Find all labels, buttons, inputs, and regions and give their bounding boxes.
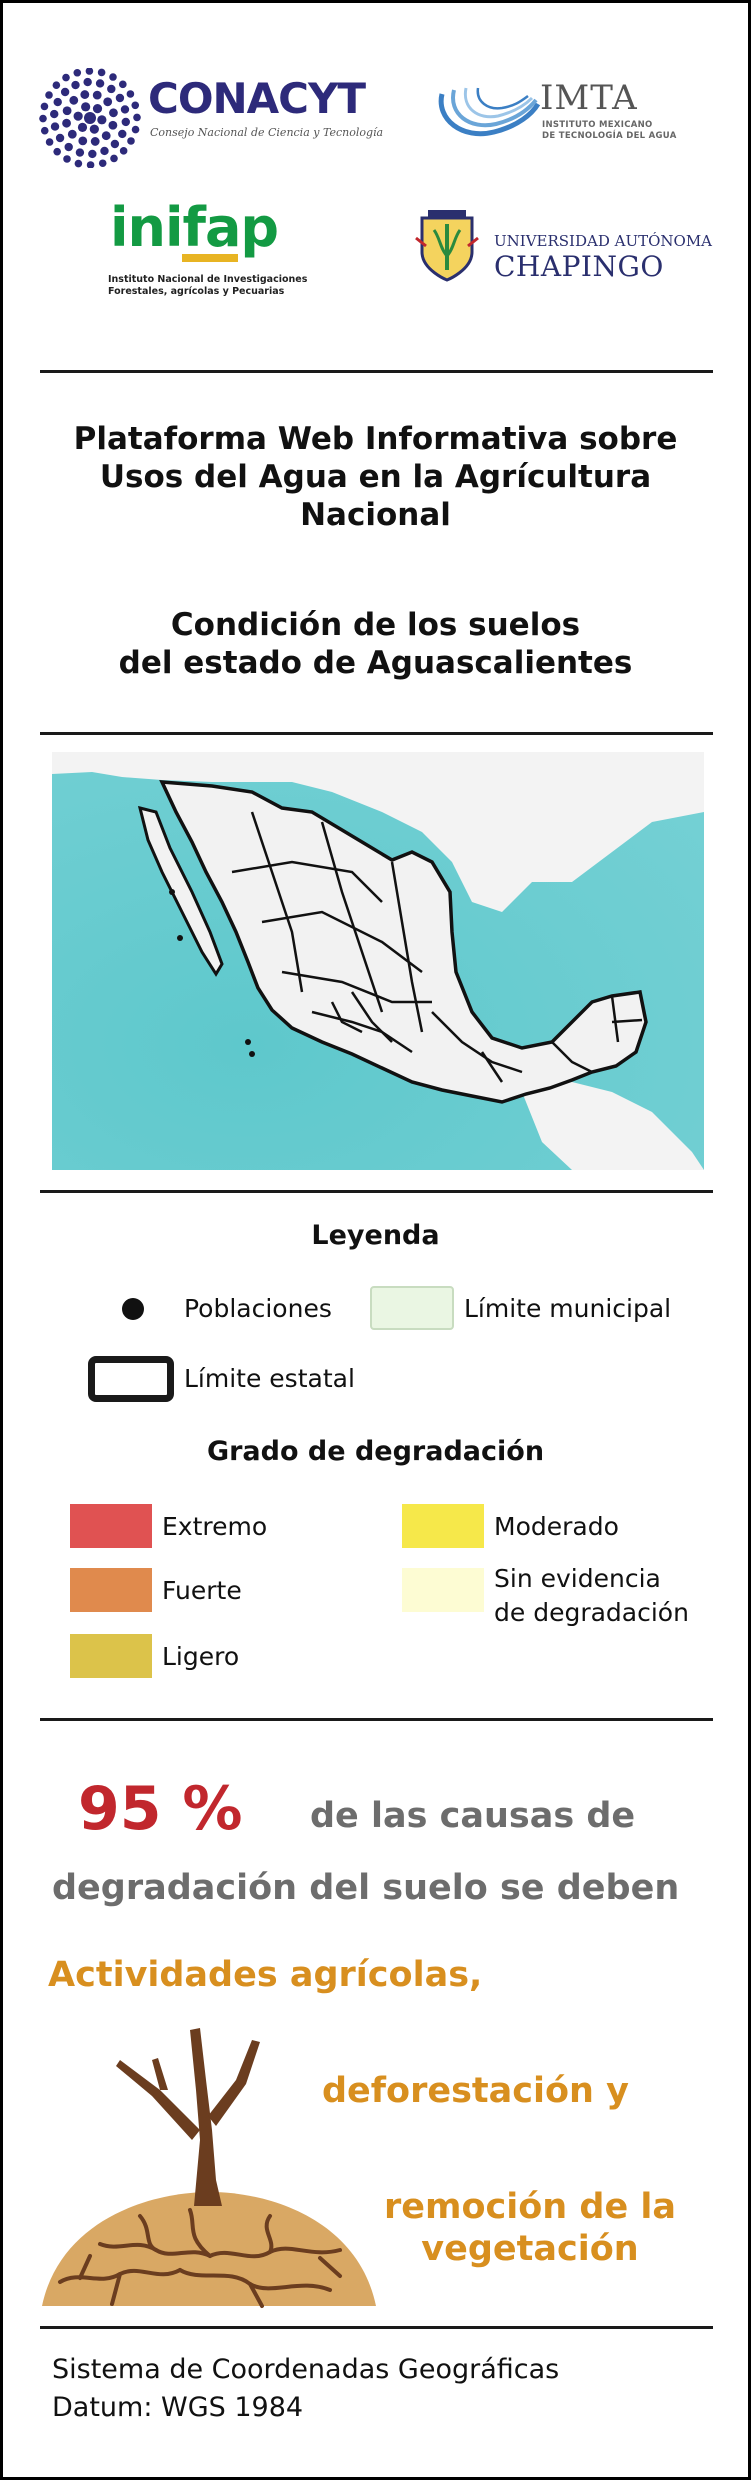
municipal-swatch bbox=[370, 1286, 454, 1330]
legend-ligero: Ligero bbox=[162, 1642, 240, 1671]
inifap-logo-text: inifap bbox=[110, 196, 279, 259]
subtitle-line-2: del estado de Aguascalientes bbox=[118, 645, 633, 681]
legend-moderado: Moderado bbox=[494, 1512, 619, 1541]
poblaciones-dot-icon bbox=[122, 1298, 144, 1320]
divider-4 bbox=[40, 1718, 713, 1721]
cause-vegetation-line2: vegetación bbox=[421, 2229, 639, 2269]
divider-1 bbox=[40, 370, 713, 373]
soil-cracks bbox=[58, 2208, 342, 2308]
cause-vegetation: remoción de la vegetación bbox=[370, 2186, 690, 2270]
tree-trunk bbox=[116, 2028, 260, 2206]
chapingo-crest-icon bbox=[415, 210, 479, 282]
swatch-sin-evidencia bbox=[402, 1568, 484, 1612]
footer-coordinate-system: Sistema de Coordenadas Geográficas bbox=[52, 2354, 560, 2385]
chapingo-logo-subtitle: UNIVERSIDAD AUTÓNOMA bbox=[494, 232, 713, 250]
inifap-accent-bar bbox=[182, 254, 238, 262]
page-title: Plataforma Web Informativa sobre Usos de… bbox=[30, 420, 721, 534]
imta-logo-text: IMTA bbox=[540, 78, 638, 118]
mexico-map bbox=[52, 752, 704, 1170]
imta-logo-subtitle: INSTITUTO MEXICANO DE TECNOLOGÍA DEL AGU… bbox=[542, 120, 677, 142]
stats-text-1: de las causas de bbox=[310, 1796, 636, 1836]
legend-fuerte: Fuerte bbox=[162, 1576, 242, 1605]
swatch-ligero bbox=[70, 1634, 152, 1678]
swatch-moderado bbox=[402, 1504, 484, 1548]
legend-limite-estatal: Límite estatal bbox=[184, 1364, 355, 1393]
map-island bbox=[169, 889, 175, 895]
conacyt-logo-text: CONACYT bbox=[148, 74, 366, 123]
page-subtitle: Condición de los suelos del estado de Ag… bbox=[30, 606, 721, 682]
cracked-soil bbox=[42, 2192, 376, 2306]
subtitle-line-1: Condición de los suelos bbox=[170, 607, 581, 643]
legend-sin-evidencia-line1: Sin evidencia bbox=[494, 1564, 661, 1593]
map-island bbox=[245, 1039, 251, 1045]
legend-limite-municipal: Límite municipal bbox=[464, 1294, 672, 1323]
percent-value: 95 % bbox=[78, 1774, 243, 1844]
title-line-3: Nacional bbox=[300, 497, 451, 533]
map-baja-california bbox=[137, 805, 224, 977]
grado-title: Grado de degradación bbox=[206, 1436, 545, 1467]
inifap-logo-subtitle: Instituto Nacional de Investigaciones Fo… bbox=[108, 274, 307, 298]
stats-text-2: degradación del suelo se deben bbox=[52, 1868, 680, 1908]
footer-datum: Datum: WGS 1984 bbox=[52, 2392, 304, 2423]
map-island bbox=[177, 935, 183, 941]
divider-2 bbox=[40, 732, 713, 735]
map-north-land bbox=[52, 752, 704, 912]
title-line-1: Plataforma Web Informativa sobre bbox=[73, 421, 678, 457]
estatal-swatch bbox=[88, 1356, 174, 1402]
title-line-2: Usos del Agua en la Agrícultura bbox=[99, 459, 652, 495]
cause-vegetation-line1: remoción de la bbox=[384, 2187, 676, 2227]
imta-subtitle-line2: DE TECNOLOGÍA DEL AGUA bbox=[542, 131, 677, 141]
cause-agricultural: Actividades agrícolas, bbox=[48, 1955, 483, 1995]
imta-waves-icon bbox=[438, 87, 541, 137]
dead-tree-illustration bbox=[42, 2028, 376, 2308]
imta-subtitle-line1: INSTITUTO MEXICANO bbox=[542, 120, 653, 130]
divider-5 bbox=[40, 2326, 713, 2329]
legend-sin-evidencia-line2: de degradación bbox=[494, 1598, 689, 1627]
swatch-fuerte bbox=[70, 1568, 152, 1612]
conacyt-logo-subtitle: Consejo Nacional de Ciencia y Tecnología bbox=[150, 126, 384, 139]
swatch-extremo bbox=[70, 1504, 152, 1548]
inifap-subtitle-line2: Forestales, agrícolas y Pecuarias bbox=[108, 286, 285, 297]
conacyt-emblem-icon bbox=[39, 68, 141, 168]
map-south-land bbox=[522, 1082, 704, 1170]
map-mainland-mexico bbox=[159, 780, 648, 1104]
legend-extremo: Extremo bbox=[162, 1512, 268, 1541]
legend-sin-evidencia: Sin evidencia de degradación bbox=[494, 1562, 689, 1630]
cause-deforestation: deforestación y bbox=[322, 2071, 629, 2111]
inifap-subtitle-line1: Instituto Nacional de Investigaciones bbox=[108, 274, 308, 285]
legend-poblaciones: Poblaciones bbox=[184, 1294, 332, 1323]
divider-3 bbox=[40, 1190, 713, 1193]
map-state-borders bbox=[231, 811, 643, 1083]
chapingo-logo-text: CHAPINGO bbox=[494, 250, 664, 283]
legend-title: Leyenda bbox=[311, 1220, 440, 1251]
map-island bbox=[249, 1051, 255, 1057]
